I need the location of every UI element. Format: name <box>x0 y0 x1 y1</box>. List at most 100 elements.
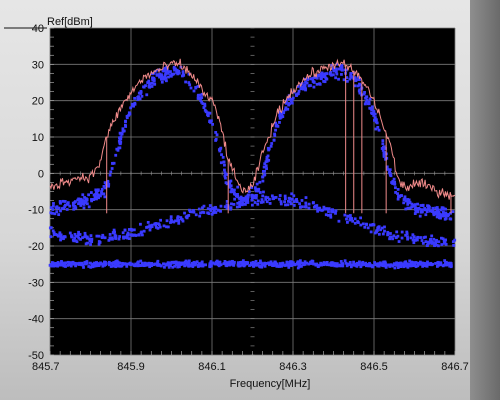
data-point <box>331 73 335 77</box>
data-point <box>57 213 61 217</box>
x-tick-label: 846.7 <box>441 361 469 373</box>
data-point <box>103 236 107 240</box>
data-point <box>85 236 89 239</box>
data-point <box>418 260 422 264</box>
data-point <box>200 96 204 99</box>
data-point <box>416 210 420 214</box>
data-point <box>362 92 366 96</box>
data-point <box>147 261 151 265</box>
y-axis-title: Ref[dBm] <box>47 16 93 28</box>
data-point <box>89 243 92 246</box>
data-point <box>261 200 265 204</box>
data-point <box>78 201 82 205</box>
data-point <box>228 262 231 266</box>
data-point <box>83 196 86 199</box>
data-point <box>280 264 283 268</box>
data-point <box>229 179 233 183</box>
data-point <box>260 262 264 265</box>
data-point <box>353 221 357 225</box>
data-point <box>55 205 59 209</box>
data-point <box>224 181 228 185</box>
data-point <box>433 243 436 247</box>
data-point <box>409 260 413 264</box>
data-point <box>421 241 425 245</box>
data-point <box>157 263 161 267</box>
data-point <box>84 197 88 201</box>
data-point <box>441 214 445 218</box>
data-point <box>83 260 87 264</box>
data-point <box>78 233 82 236</box>
data-point <box>196 94 200 98</box>
data-point <box>229 184 233 188</box>
data-point <box>225 262 229 266</box>
data-point <box>249 261 253 265</box>
data-point <box>393 180 397 184</box>
data-point <box>363 91 366 94</box>
data-point <box>262 165 266 169</box>
data-point <box>175 68 179 72</box>
data-point <box>367 264 371 268</box>
data-point <box>322 263 326 267</box>
data-point <box>90 262 94 266</box>
data-point <box>140 94 144 98</box>
data-point <box>405 232 409 236</box>
data-point <box>72 207 76 211</box>
data-point <box>129 106 133 110</box>
data-point <box>437 216 441 220</box>
data-point <box>146 263 150 267</box>
data-point <box>300 205 304 209</box>
y-tick-label: 0 <box>38 168 44 180</box>
data-point <box>188 208 191 212</box>
data-point <box>413 207 417 211</box>
data-point <box>358 88 362 92</box>
data-point <box>142 264 146 268</box>
data-point <box>147 79 151 83</box>
data-point <box>101 264 105 268</box>
data-point <box>278 194 282 197</box>
data-point <box>411 238 415 242</box>
data-point <box>359 87 363 91</box>
data-point <box>263 162 267 166</box>
data-point <box>425 208 429 212</box>
data-point <box>206 207 210 211</box>
data-point <box>185 262 189 266</box>
data-point <box>137 233 141 237</box>
data-point <box>281 115 285 118</box>
data-point <box>98 262 102 266</box>
data-point <box>77 236 81 240</box>
data-point <box>272 264 275 267</box>
data-point <box>164 263 168 267</box>
data-point <box>134 262 138 266</box>
data-point <box>358 82 361 86</box>
data-point <box>139 222 142 226</box>
data-point <box>76 235 80 239</box>
data-point <box>416 235 420 239</box>
data-point <box>171 265 175 269</box>
data-point <box>139 90 143 93</box>
data-point <box>266 196 270 200</box>
data-point <box>339 64 343 67</box>
data-point <box>380 226 384 230</box>
data-point <box>200 100 204 104</box>
data-point <box>415 207 419 211</box>
data-point <box>278 112 282 116</box>
data-point <box>444 211 448 215</box>
data-point <box>51 204 55 208</box>
data-point <box>441 237 445 241</box>
data-point <box>349 263 353 267</box>
data-point <box>78 262 82 266</box>
data-point <box>223 205 227 209</box>
data-point <box>357 260 361 264</box>
data-point <box>349 265 353 269</box>
data-point <box>425 244 429 248</box>
data-point <box>107 262 111 265</box>
data-point <box>357 221 360 224</box>
data-point <box>62 206 66 210</box>
data-point <box>325 72 329 75</box>
data-point <box>90 237 94 241</box>
data-point <box>375 121 379 125</box>
data-point <box>280 112 284 116</box>
data-point <box>102 192 106 196</box>
data-point <box>94 261 98 265</box>
data-point <box>100 236 104 239</box>
